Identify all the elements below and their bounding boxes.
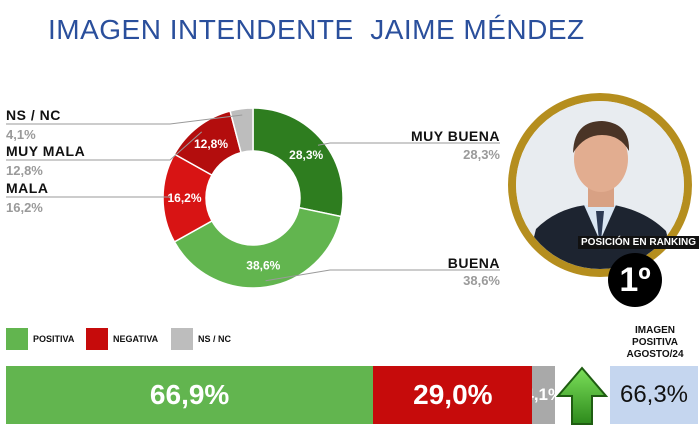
label-buena-name: BUENA: [447, 255, 500, 271]
previous-title-line2: POSITIVA: [632, 337, 678, 348]
label-mala-value: 16,2%: [6, 200, 43, 215]
donut-data-label: 12,8%: [194, 137, 228, 151]
legend-swatch-nsnc: [171, 328, 193, 350]
leader-line: [6, 114, 243, 125]
label-nsnc-name: NS / NC: [6, 107, 61, 123]
leader-line: [317, 142, 500, 146]
label-muy-mala-value: 12,8%: [6, 163, 43, 178]
leader-line: [265, 269, 500, 282]
donut-slice-muy-buena: [252, 107, 344, 218]
leader-line: [6, 196, 171, 199]
donut-data-label: 38,6%: [246, 259, 280, 273]
legend-label-nsnc: NS / NC: [198, 334, 232, 344]
up-arrow-icon: [556, 366, 608, 425]
legend-swatch-positiva: [6, 328, 28, 350]
label-nsnc-value: 4,1%: [6, 127, 36, 142]
label-mala-name: MALA: [6, 180, 49, 196]
donut-data-label: 16,2%: [167, 191, 201, 205]
donut-slice-ns-nc: [229, 107, 254, 154]
label-muy-buena-name: MUY BUENA: [410, 128, 500, 144]
donut-slice-buena: [173, 206, 342, 289]
legend-swatch-negativa: [86, 328, 108, 350]
page-title: IMAGEN INTENDENTE JAIME MÉNDEZ: [48, 14, 585, 45]
label-muy-buena-value: 28,3%: [463, 147, 500, 162]
bar-label-positiva: 66,9%: [149, 379, 230, 410]
ranking-badge: 1º: [608, 253, 662, 307]
bar-label-nsnc: 4,1%: [532, 385, 555, 404]
ranking-label: POSICIÓN EN RANKING: [578, 236, 700, 249]
donut-data-label: 28,3%: [289, 148, 323, 162]
leader-line: [6, 131, 203, 161]
previous-title-line3: AGOSTO/24: [626, 349, 684, 360]
label-muy-mala-name: MUY MALA: [6, 143, 86, 159]
bar-label-negativa: 29,0%: [413, 379, 493, 410]
legend-label-negativa: NEGATIVA: [113, 334, 159, 344]
legend-label-positiva: POSITIVA: [33, 334, 75, 344]
previous-image-value: 66,3%: [610, 366, 698, 424]
bar-segment-positiva: 66,9%: [6, 366, 374, 424]
bar-segment-nsnc: 4,1%: [532, 366, 555, 424]
bar-segment-negativa: 29,0%: [373, 366, 533, 424]
previous-title-line1: IMAGEN: [635, 325, 675, 336]
previous-image-title: IMAGEN POSITIVA AGOSTO/24: [612, 325, 698, 361]
label-buena-value: 38,6%: [463, 273, 500, 288]
